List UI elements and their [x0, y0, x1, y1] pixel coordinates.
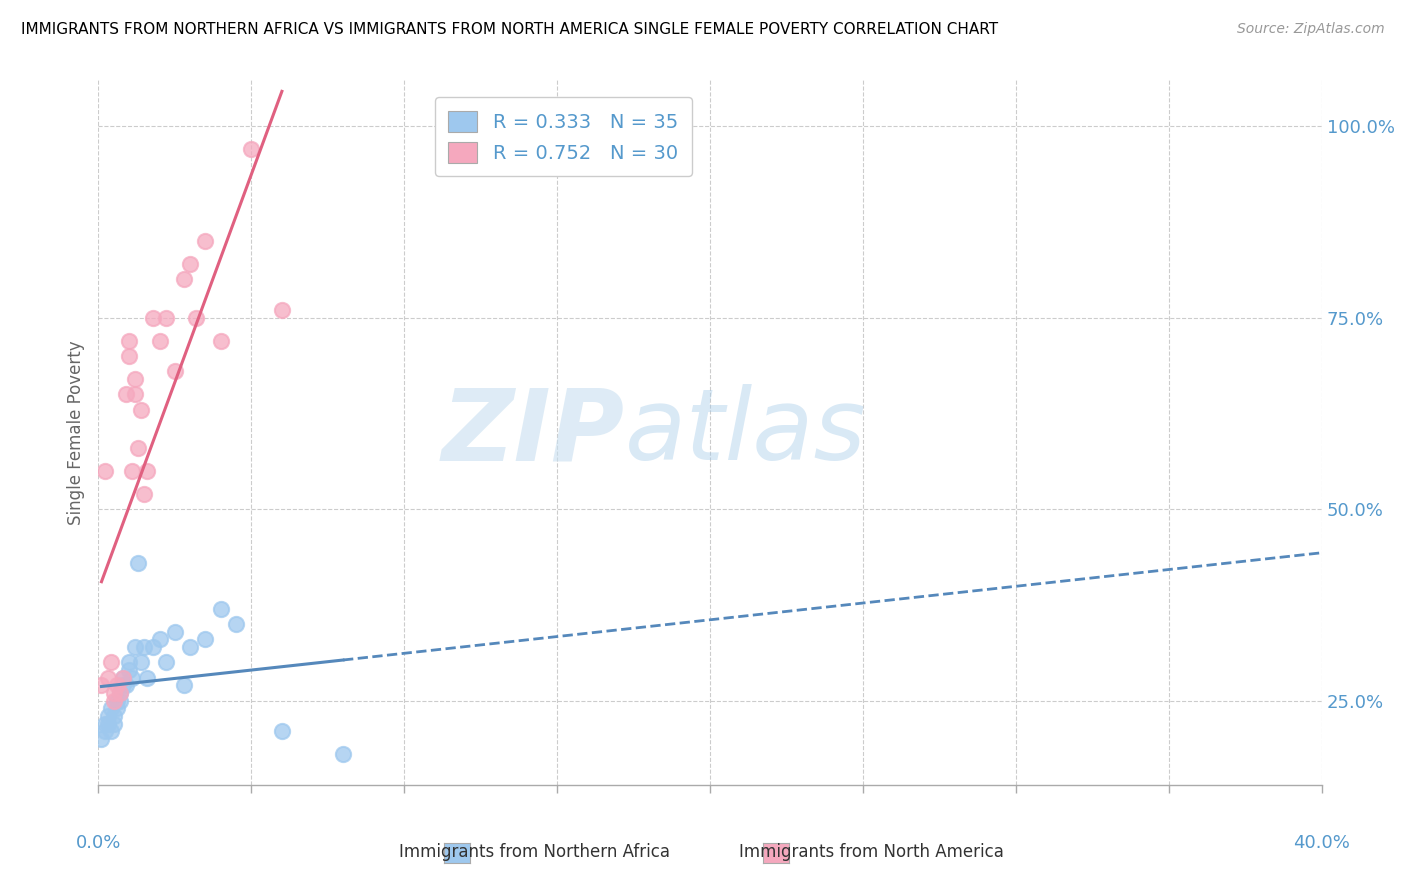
- Point: [111, 671, 134, 685]
- Point: [121, 464, 143, 478]
- Point: [115, 387, 138, 401]
- Point: [225, 617, 247, 632]
- Legend: R = 0.333   N = 35, R = 0.752   N = 30: R = 0.333 N = 35, R = 0.752 N = 30: [434, 97, 692, 177]
- Point: [93, 716, 115, 731]
- Point: [149, 334, 172, 348]
- Text: Immigrants from North America: Immigrants from North America: [740, 843, 1004, 861]
- Point: [173, 272, 195, 286]
- Point: [179, 640, 201, 654]
- Text: 0.0%: 0.0%: [76, 834, 121, 852]
- Point: [173, 678, 195, 692]
- Point: [136, 671, 159, 685]
- Point: [124, 640, 146, 654]
- Point: [240, 142, 263, 156]
- Point: [163, 364, 186, 378]
- Point: [127, 441, 149, 455]
- Point: [142, 640, 165, 654]
- Text: Immigrants from Northern Africa: Immigrants from Northern Africa: [399, 843, 669, 861]
- Point: [118, 663, 141, 677]
- Point: [97, 671, 120, 685]
- Point: [111, 671, 134, 685]
- Point: [142, 310, 165, 325]
- Point: [155, 656, 177, 670]
- Point: [100, 656, 122, 670]
- Point: [108, 686, 131, 700]
- Point: [270, 303, 292, 318]
- Point: [97, 716, 120, 731]
- Point: [100, 724, 122, 739]
- Point: [127, 556, 149, 570]
- Text: ZIP: ZIP: [441, 384, 624, 481]
- Point: [136, 464, 159, 478]
- Text: 40.0%: 40.0%: [1294, 834, 1350, 852]
- Point: [90, 678, 112, 692]
- Point: [134, 487, 156, 501]
- Point: [124, 387, 146, 401]
- Point: [100, 701, 122, 715]
- Point: [124, 372, 146, 386]
- Point: [93, 464, 115, 478]
- Point: [155, 310, 177, 325]
- Point: [121, 671, 143, 685]
- Point: [105, 694, 128, 708]
- Point: [209, 602, 232, 616]
- Point: [103, 694, 125, 708]
- Y-axis label: Single Female Poverty: Single Female Poverty: [66, 341, 84, 524]
- Text: atlas: atlas: [624, 384, 866, 481]
- Point: [93, 724, 115, 739]
- Point: [97, 709, 120, 723]
- Text: IMMIGRANTS FROM NORTHERN AFRICA VS IMMIGRANTS FROM NORTH AMERICA SINGLE FEMALE P: IMMIGRANTS FROM NORTHERN AFRICA VS IMMIG…: [21, 22, 998, 37]
- Point: [115, 678, 138, 692]
- Point: [103, 686, 125, 700]
- Point: [105, 701, 128, 715]
- Point: [179, 257, 201, 271]
- Point: [209, 334, 232, 348]
- Point: [111, 678, 134, 692]
- Point: [103, 716, 125, 731]
- Point: [90, 731, 112, 746]
- Point: [118, 334, 141, 348]
- Point: [332, 747, 354, 762]
- Point: [108, 694, 131, 708]
- Point: [149, 632, 172, 647]
- Point: [270, 724, 292, 739]
- Point: [134, 640, 156, 654]
- Point: [108, 686, 131, 700]
- Point: [103, 709, 125, 723]
- Point: [118, 349, 141, 363]
- Point: [194, 632, 217, 647]
- Point: [105, 678, 128, 692]
- Point: [118, 656, 141, 670]
- Point: [186, 310, 208, 325]
- Point: [163, 624, 186, 639]
- Point: [129, 656, 152, 670]
- Point: [194, 234, 217, 248]
- Text: Source: ZipAtlas.com: Source: ZipAtlas.com: [1237, 22, 1385, 37]
- Point: [129, 402, 152, 417]
